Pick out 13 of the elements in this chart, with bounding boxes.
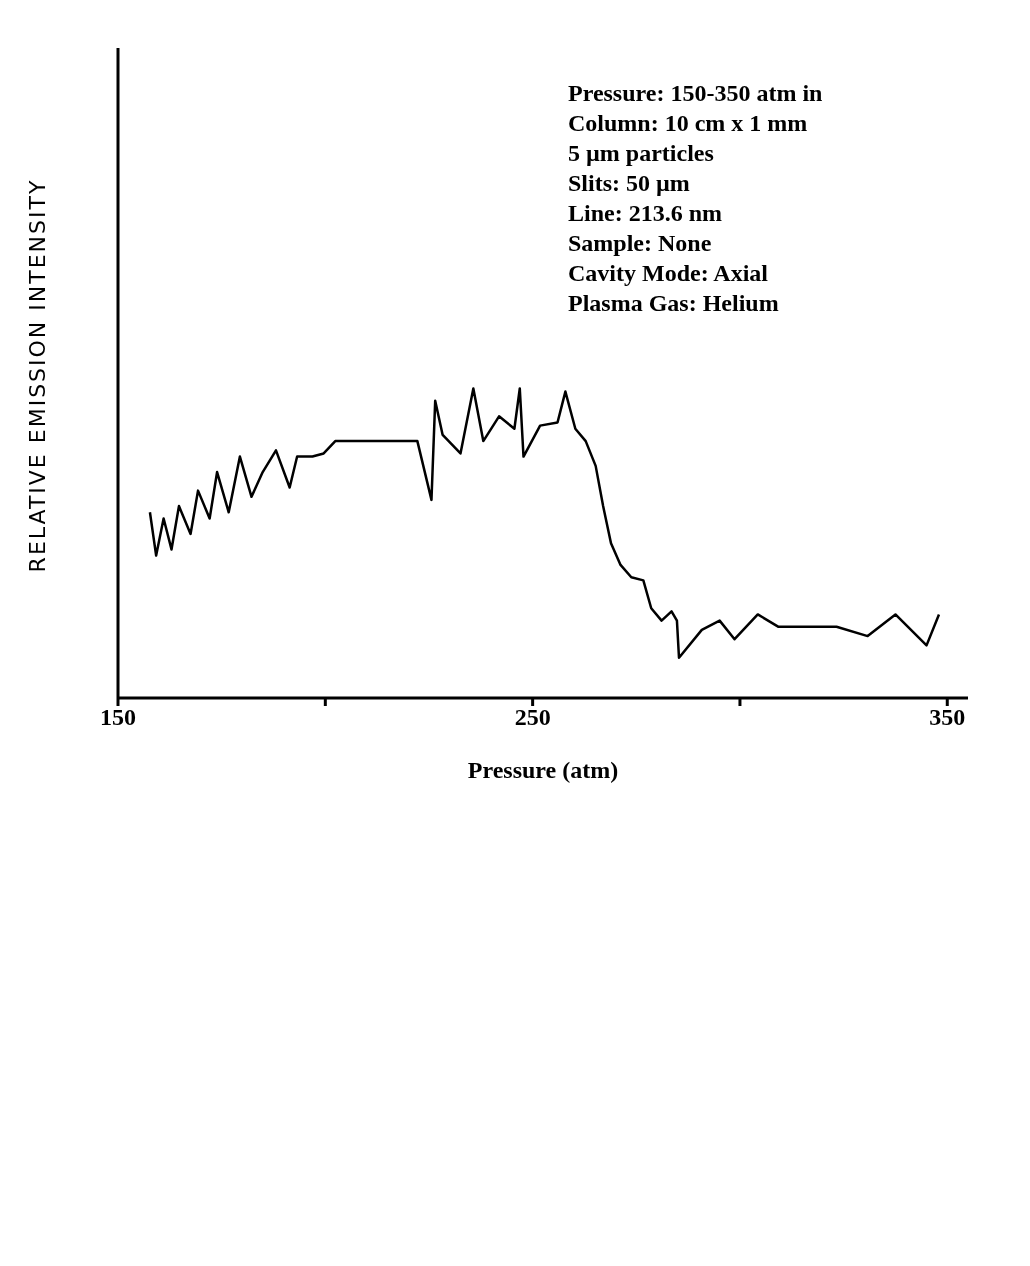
text: Cavity Mode: Axial [568, 259, 769, 288]
x-tick-label: 150 [100, 704, 136, 731]
text: Pressure: 150-350 atm in [568, 79, 823, 108]
text: Column: 10 cm x 1 mm [568, 109, 809, 138]
x-tick-label: 350 [929, 704, 966, 731]
x-axis-title: Pressure (atm) [467, 757, 619, 783]
text: 5 µm particles [568, 139, 715, 168]
text: Line: 213.6 nm [568, 199, 723, 228]
x-tick-label: 250 [514, 704, 551, 731]
y-axis-title: RELATIVE EMISSION INTENSITY [25, 178, 51, 573]
text: Slits: 50 µm [568, 169, 691, 198]
text: Sample: None [568, 229, 713, 258]
text: Plasma Gas: Helium [568, 289, 780, 318]
